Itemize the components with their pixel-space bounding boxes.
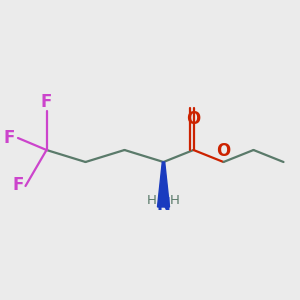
Polygon shape (158, 162, 169, 207)
Text: N: N (157, 196, 170, 214)
Text: H: H (170, 194, 180, 207)
Text: F: F (41, 93, 52, 111)
Text: O: O (186, 110, 201, 128)
Text: O: O (216, 142, 231, 160)
Text: H: H (147, 194, 157, 207)
Text: F: F (12, 176, 24, 194)
Text: F: F (4, 129, 15, 147)
